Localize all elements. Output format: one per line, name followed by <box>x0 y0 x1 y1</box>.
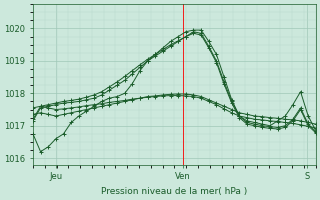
X-axis label: Pression niveau de la mer( hPa ): Pression niveau de la mer( hPa ) <box>101 187 247 196</box>
